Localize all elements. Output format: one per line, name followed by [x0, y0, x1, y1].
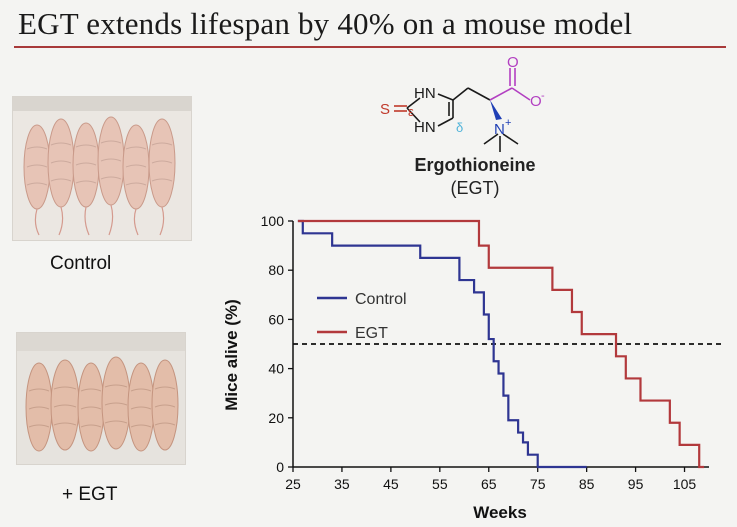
- x-tick-label: 25: [285, 476, 301, 492]
- nitrogen-atom: N: [494, 121, 505, 138]
- carbonyl-oxygen: O: [507, 56, 519, 71]
- x-tick-label: 95: [628, 476, 644, 492]
- y-axis-label: Mice alive (%): [222, 299, 241, 411]
- nitrogen-charge: +: [505, 117, 511, 129]
- x-tick-label: 105: [673, 476, 697, 492]
- control-mice-photo: [12, 96, 192, 241]
- chart-series: [297, 219, 705, 469]
- x-tick-label: 55: [432, 476, 448, 492]
- y-tick-label: 0: [276, 459, 284, 475]
- x-tick-label: 85: [579, 476, 595, 492]
- x-tick-label: 35: [334, 476, 350, 492]
- chart-ticks: 0 20 40 60 80 100 25 35 45 55 65 75 85 95 105: [261, 213, 697, 492]
- control-photo-label: Control: [50, 253, 112, 274]
- series-line-egt: [297, 219, 705, 469]
- x-tick-label: 65: [481, 476, 497, 492]
- slide-title: EGT extends lifespan by 40% on a mouse m…: [18, 6, 633, 41]
- y-tick-label: 80: [268, 262, 284, 278]
- chart-legend: Control EGT: [317, 291, 407, 342]
- series-line-control: [297, 219, 587, 469]
- delta-label: δ: [456, 120, 463, 135]
- molecule-name: Ergothioneine: [414, 155, 536, 175]
- title-underline: [14, 46, 726, 48]
- legend-label-egt: EGT: [355, 325, 388, 342]
- y-tick-label: 60: [268, 311, 284, 327]
- epsilon-label: ε: [408, 104, 414, 119]
- ergothioneine-structure: S HN HN ε δ O O - N +: [380, 56, 545, 152]
- y-tick-label: 100: [261, 213, 285, 229]
- nh-top: HN: [414, 85, 436, 102]
- egt-mice-photo: [16, 332, 186, 465]
- y-tick-label: 40: [268, 361, 284, 377]
- legend-label-control: Control: [355, 291, 407, 308]
- sulfur-atom: S: [380, 101, 390, 118]
- x-tick-label: 45: [383, 476, 399, 492]
- nh-bottom: HN: [414, 119, 436, 136]
- x-tick-label: 75: [530, 476, 546, 492]
- survival-chart: 0 20 40 60 80 100 25 35 45 55 65 75 85 95 105 Control E…: [222, 213, 721, 522]
- egt-photo-label: + EGT: [62, 484, 118, 505]
- molecule-abbreviation: (EGT): [450, 178, 500, 198]
- x-axis-label: Weeks: [473, 503, 527, 522]
- oxide-charge: -: [541, 90, 545, 102]
- oxide-oxygen: O: [530, 93, 542, 110]
- y-tick-label: 20: [268, 410, 284, 426]
